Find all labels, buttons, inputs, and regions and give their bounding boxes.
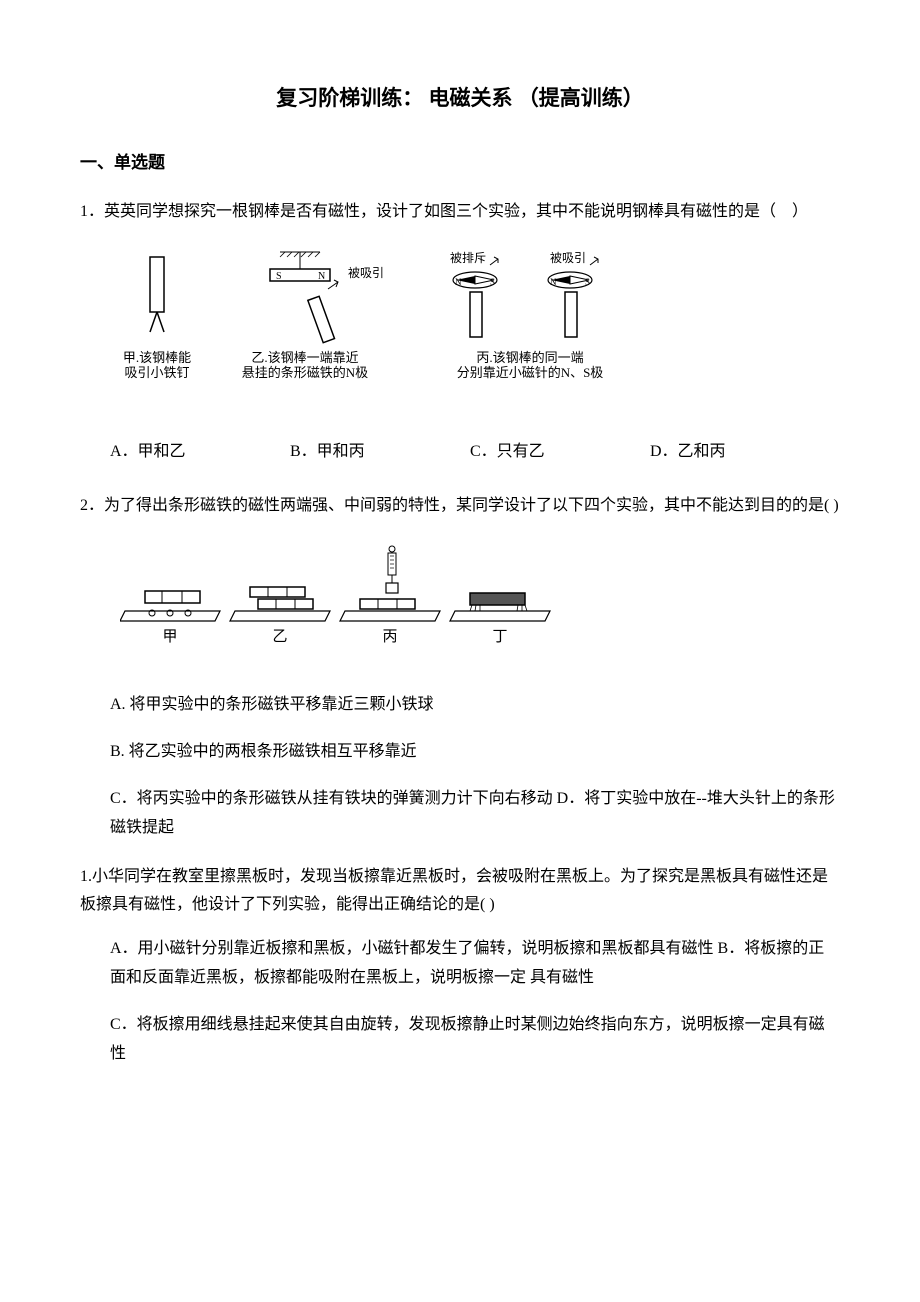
q1-yi-top: 被吸引 — [348, 266, 384, 280]
q2-ding-group: 丁 — [450, 593, 550, 645]
q1-bing-top-right: 被吸引 — [550, 251, 586, 265]
q1-option-a: A．甲和乙 — [110, 438, 290, 467]
q1-option-d: D．乙和丙 — [650, 438, 830, 467]
question-3-options: A．用小磁针分别靠近板擦和黑板，小磁针都发生了偏转，说明板擦和黑板都具有磁性 B… — [110, 935, 840, 1068]
q1-bing-caption1: 丙.该钢棒的同一端 — [476, 350, 583, 365]
question-1-text: 1．英英同学想探究一根钢棒是否有磁性，设计了如图三个实验，其中不能说明钢棒具有磁… — [80, 198, 840, 227]
question-2-figure: 甲 乙 — [120, 541, 840, 672]
q1-bing-s2: S — [585, 277, 590, 287]
q2-jia-group: 甲 — [120, 591, 220, 645]
q1-yi-caption1: 乙.该钢棒一端靠近 — [251, 350, 358, 365]
q2-diagram-svg: 甲 乙 — [120, 541, 580, 661]
q1-bing-caption2: 分别靠近小磁针的N、S极 — [457, 365, 604, 380]
question-2: 2．为了得出条形磁铁的磁性两端强、中间弱的特性，某同学设计了以下四个实验，其中不… — [80, 492, 840, 843]
question-3-text: 1.小华同学在教室里擦黑板时，发现当板擦靠近黑板时，会被吸附在黑板上。为了探究是… — [80, 863, 840, 921]
q1-bing-n1: N — [455, 277, 462, 287]
q1-diagram-svg: 甲.该钢棒能 吸引小铁钉 S N 被吸引 乙.该钢棒一端靠近 悬 — [120, 247, 640, 407]
q1-bing-s1: S — [490, 277, 495, 287]
q2-option-b: B. 将乙实验中的两根条形磁铁相互平移靠近 — [110, 738, 840, 767]
q1-yi-group: S N 被吸引 乙.该钢棒一端靠近 悬挂的条形磁铁的N极 — [242, 252, 384, 380]
q2-bing-label: 丙 — [382, 629, 397, 645]
section-heading: 一、单选题 — [80, 148, 840, 179]
q2-bing-group: 丙 — [340, 546, 440, 645]
q1-jia-caption1: 甲.该钢棒能 — [123, 350, 191, 365]
q1-jia-group: 甲.该钢棒能 吸引小铁钉 — [123, 257, 191, 380]
q3-option-c: C．将板擦用细线悬挂起来使其自由旋转，发现板擦静止时某侧边始终指向东方，说明板擦… — [110, 1011, 840, 1069]
question-2-text: 2．为了得出条形磁铁的磁性两端强、中间弱的特性，某同学设计了以下四个实验，其中不… — [80, 492, 840, 521]
q2-option-c: C．将丙实验中的条形磁铁从挂有铁块的弹簧测力计下向右移动 D．将丁实验中放在--… — [110, 785, 840, 843]
question-2-options: A. 将甲实验中的条形磁铁平移靠近三颗小铁球 B. 将乙实验中的两根条形磁铁相互… — [110, 691, 840, 842]
q2-yi-group: 乙 — [230, 587, 330, 645]
question-3: 1.小华同学在教室里擦黑板时，发现当板擦靠近黑板时，会被吸附在黑板上。为了探究是… — [80, 863, 840, 1069]
page-title: 复习阶梯训练： 电磁关系 （提高训练） — [80, 80, 840, 118]
q1-bing-n2: N — [550, 277, 557, 287]
q1-jia-caption2: 吸引小铁钉 — [124, 365, 189, 380]
q2-option-a: A. 将甲实验中的条形磁铁平移靠近三颗小铁球 — [110, 691, 840, 720]
q1-bing-group: 被排斥 被吸引 N S N S 丙.该钢棒的同一端 分 — [450, 251, 603, 380]
question-1-options: A．甲和乙 B．甲和丙 C．只有乙 D．乙和丙 — [110, 438, 840, 467]
q1-yi-caption2: 悬挂的条形磁铁的N极 — [242, 365, 368, 380]
q1-bing-top-left: 被排斥 — [450, 251, 486, 265]
question-1: 1．英英同学想探究一根钢棒是否有磁性，设计了如图三个实验，其中不能说明钢棒具有磁… — [80, 198, 840, 466]
q2-ding-label: 丁 — [492, 629, 507, 645]
q1-yi-s: S — [276, 271, 282, 282]
q1-option-c: C．只有乙 — [470, 438, 650, 467]
q2-yi-label: 乙 — [272, 629, 287, 645]
q3-option-a: A．用小磁针分别靠近板擦和黑板，小磁针都发生了偏转，说明板擦和黑板都具有磁性 B… — [110, 935, 840, 993]
question-1-figure: 甲.该钢棒能 吸引小铁钉 S N 被吸引 乙.该钢棒一端靠近 悬 — [120, 247, 840, 418]
q1-option-b: B．甲和丙 — [290, 438, 470, 467]
q1-yi-n: N — [318, 271, 325, 282]
q2-jia-label: 甲 — [162, 629, 177, 645]
